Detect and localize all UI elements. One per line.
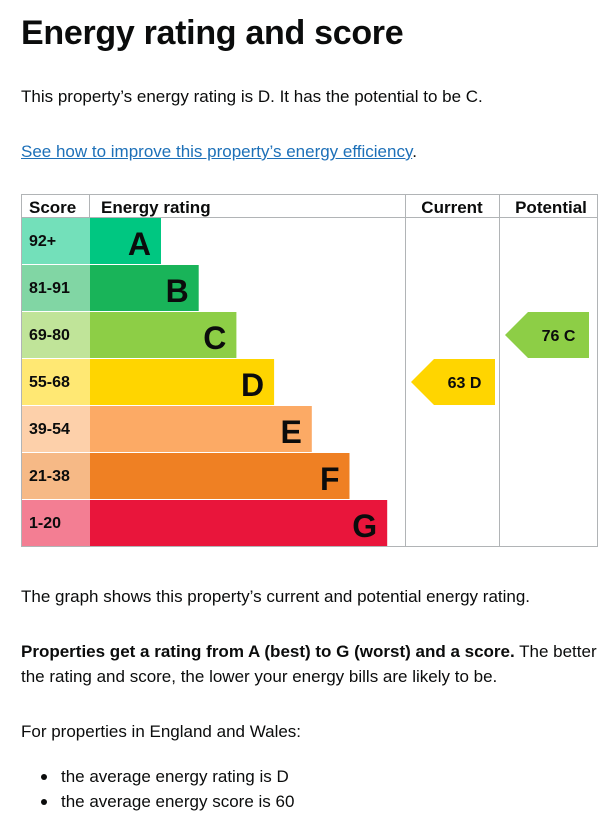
score-cell-e	[22, 406, 90, 452]
rating-summary: This property’s energy rating is D. It h…	[21, 87, 483, 106]
header-energy-rating: Energy rating	[101, 198, 211, 217]
average-score-item: the average energy score is 60	[21, 789, 294, 814]
average-rating-item: the average energy rating is D	[21, 764, 294, 789]
score-range-g: 1-20	[29, 515, 61, 532]
improve-efficiency-link[interactable]: See how to improve this property’s energ…	[21, 142, 413, 161]
chart-border	[21, 194, 598, 547]
band-letter-e: E	[280, 414, 301, 450]
england-wales-intro: For properties in England and Wales:	[21, 722, 302, 741]
band-letter-d: D	[241, 367, 264, 403]
score-cell-b	[22, 265, 90, 311]
score-cell-c	[22, 312, 90, 358]
score-cell-g	[22, 500, 90, 546]
potential-rating-marker	[505, 312, 589, 358]
band-letter-c: C	[203, 320, 226, 356]
band-letter-f: F	[320, 461, 340, 497]
rating-markers: 63 D 76 C	[411, 312, 589, 405]
improve-line: See how to improve this property’s energ…	[21, 142, 417, 162]
score-range-b: 81-91	[29, 280, 70, 297]
score-range-f: 21-38	[29, 468, 70, 485]
rating-bands: 92+ A 81-91 B 69-80 C 55-68 D 39-54 E 21-38 F 1-20 G	[22, 218, 388, 546]
band-bar-b	[90, 265, 199, 311]
band-letter-a: A	[128, 226, 151, 262]
score-cell-a	[22, 218, 90, 264]
band-bar-g	[90, 500, 388, 546]
current-rating-marker-label: 63 D	[448, 375, 482, 392]
averages-list: the average energy rating is D the avera…	[21, 764, 294, 814]
band-bar-c	[90, 312, 237, 358]
rating-explanation-rest: The better the rating and score, the low…	[21, 642, 597, 686]
score-range-a: 92+	[29, 233, 56, 250]
energy-rating-chart: Score Energy rating Current Potential 92…	[21, 194, 598, 547]
score-range-c: 69-80	[29, 327, 70, 344]
band-bar-d	[90, 359, 275, 405]
rating-explanation: Properties get a rating from A (best) to…	[21, 639, 601, 689]
band-letter-b: B	[166, 273, 189, 309]
header-score: Score	[29, 198, 76, 217]
band-bar-f	[90, 453, 350, 499]
rating-explanation-bold: Properties get a rating from A (best) to…	[21, 642, 515, 661]
score-cell-d	[22, 359, 90, 405]
page-title: Energy rating and score	[21, 14, 404, 52]
score-range-e: 39-54	[29, 421, 70, 438]
graph-note: The graph shows this property’s current …	[21, 587, 531, 606]
band-bar-e	[90, 406, 312, 452]
header-current: Current	[421, 198, 483, 217]
band-letter-g: G	[352, 508, 377, 544]
potential-rating-marker-label: 76 C	[542, 328, 576, 345]
band-bar-a	[90, 218, 161, 264]
current-rating-marker	[411, 359, 495, 405]
score-range-d: 55-68	[29, 374, 70, 391]
improve-link-suffix: .	[412, 142, 417, 161]
score-cell-f	[22, 453, 90, 499]
header-potential: Potential	[515, 198, 587, 217]
